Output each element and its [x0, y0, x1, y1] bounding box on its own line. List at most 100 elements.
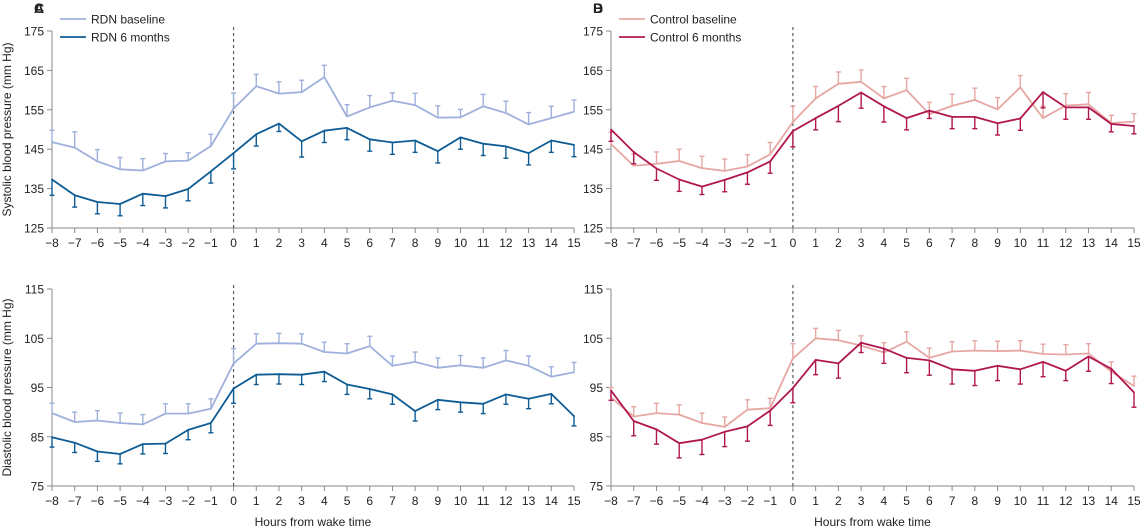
data-point	[678, 442, 681, 445]
data-point	[505, 359, 507, 362]
data-point	[482, 366, 485, 369]
data-point	[928, 109, 931, 112]
x-tick-label: 1	[812, 236, 819, 250]
data-point	[527, 364, 530, 367]
data-point	[678, 178, 681, 181]
data-point	[527, 152, 530, 155]
y-tick-label: 85	[31, 430, 45, 444]
data-point	[550, 117, 553, 119]
data-point	[1019, 86, 1022, 89]
data-point	[746, 165, 749, 168]
data-point	[73, 194, 76, 197]
data-point	[701, 167, 703, 170]
data-point	[951, 115, 953, 118]
data-point	[1019, 349, 1022, 352]
data-point	[255, 133, 258, 136]
x-tick-label: 10	[1014, 236, 1028, 250]
y-axis-label: Systolic blood pressure (mm Hg)	[0, 42, 14, 216]
data-point	[482, 142, 485, 145]
y-tick-label: 175	[24, 25, 44, 39]
data-point	[792, 387, 794, 389]
x-tick-label: −5	[672, 236, 686, 250]
x-tick-label: 14	[1105, 494, 1119, 508]
x-tick-label: 0	[790, 494, 797, 508]
data-point	[655, 412, 658, 415]
series-rdn-baseline	[49, 64, 577, 172]
data-point	[209, 422, 212, 424]
data-point	[951, 368, 953, 371]
data-point	[792, 357, 794, 360]
data-point	[1087, 352, 1090, 355]
data-point	[1133, 125, 1135, 127]
x-tick-label: −3	[159, 494, 173, 508]
data-point	[996, 364, 999, 367]
x-tick-label: 15	[1127, 236, 1141, 250]
data-point	[769, 409, 772, 412]
x-tick-label: 15	[567, 236, 581, 250]
data-point	[973, 99, 976, 101]
x-tick-label: 0	[230, 494, 237, 508]
data-point	[746, 171, 749, 174]
data-point	[769, 153, 772, 156]
data-point	[51, 412, 53, 415]
x-tick-label: −3	[718, 236, 732, 250]
data-point	[96, 450, 99, 453]
data-point	[1042, 360, 1044, 363]
data-point	[550, 375, 553, 378]
x-tick-label: −1	[204, 236, 218, 250]
x-tick-label: 10	[454, 236, 468, 250]
data-point	[905, 117, 908, 119]
data-point	[1042, 353, 1044, 355]
data-point	[164, 412, 167, 415]
series-rdn-baseline	[49, 332, 577, 426]
x-tick-label: 0	[790, 236, 797, 250]
x-tick-label: 12	[1059, 494, 1073, 508]
data-point	[300, 140, 303, 143]
x-tick-label: −5	[113, 236, 127, 250]
series-line	[51, 122, 575, 205]
series-line	[610, 341, 1135, 445]
data-point	[96, 160, 99, 163]
data-point	[368, 388, 371, 390]
x-tick-label: −6	[91, 494, 105, 508]
x-tick-label: 13	[1082, 236, 1096, 250]
data-point	[323, 351, 326, 353]
data-point	[905, 89, 908, 91]
data-point	[573, 371, 575, 374]
x-tick-label: −4	[695, 236, 709, 250]
x-tick-label: 5	[344, 494, 351, 508]
x-tick-label: −3	[718, 494, 732, 508]
y-tick-label: 95	[590, 381, 604, 395]
data-point	[905, 340, 908, 343]
data-point	[73, 441, 76, 444]
data-point	[814, 97, 817, 100]
series-control-6-months	[608, 91, 1137, 196]
x-tick-label: −1	[763, 494, 777, 508]
data-point	[610, 389, 612, 392]
y-tick-label: 105	[24, 332, 44, 346]
x-axis-label: Hours from wake time	[255, 515, 372, 528]
y-tick-label: 165	[583, 64, 603, 78]
data-point	[527, 123, 530, 126]
data-point	[1110, 123, 1113, 125]
x-tick-label: 7	[949, 236, 956, 250]
data-point	[391, 393, 394, 396]
data-point	[882, 105, 885, 108]
data-point	[573, 415, 575, 417]
data-point	[723, 169, 726, 172]
data-point	[459, 116, 462, 119]
x-tick-label: −4	[695, 494, 709, 508]
x-tick-label: 11	[1037, 494, 1050, 508]
x-tick-label: 13	[1082, 494, 1096, 508]
x-tick-label: 9	[434, 494, 441, 508]
data-point	[678, 413, 681, 416]
panel-letter: D	[593, 0, 603, 16]
data-point	[391, 364, 394, 367]
x-tick-label: 14	[545, 236, 559, 250]
data-point	[769, 407, 772, 410]
panel-B	[606, 18, 1137, 233]
x-tick-label: 3	[858, 236, 865, 250]
data-point	[368, 138, 371, 141]
x-tick-label: 12	[499, 236, 513, 250]
